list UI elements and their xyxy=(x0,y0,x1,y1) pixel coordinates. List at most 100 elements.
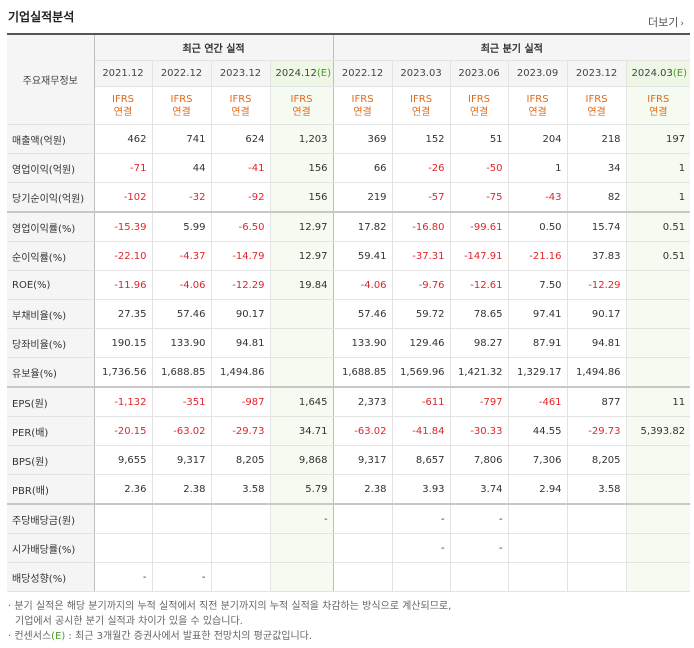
table-cell: -611 xyxy=(391,386,451,417)
table-cell: 152 xyxy=(391,124,451,154)
table-row: ROE(%) -11.96 -4.06 -12.29 19.84 -4.06 -9.76 -1… xyxy=(7,270,691,300)
table-row: 유보율(%) 1,736.56 1,688.85 1,494.86 1,688.85 1,… xyxy=(7,357,691,388)
table-cell: 59.41 xyxy=(332,241,393,271)
period-header: 2024.12(E) xyxy=(269,60,334,87)
period-date: 2023.12 xyxy=(575,68,618,79)
table-cell xyxy=(625,533,691,563)
table-cell: -21.16 xyxy=(507,241,568,271)
table-row: 당좌비율(%) 190.15 133.90 94.81 133.90 129.46 98.2… xyxy=(7,328,691,358)
table-row: 당기순이익(억원) -102 -32 -92 156 219 -57 -75 -43 82 1 xyxy=(7,182,691,213)
standard-header: IFRS 연결 xyxy=(449,86,509,125)
row-label: BPS(원) xyxy=(7,445,95,475)
standard-header: IFRS 연결 xyxy=(625,86,691,125)
row-label: 배당성향(%) xyxy=(7,562,95,592)
table-cell: -63.02 xyxy=(151,416,212,446)
table-cell: 90.17 xyxy=(566,299,627,329)
standard-bottom: 연결 xyxy=(587,106,606,118)
table-cell: 0.51 xyxy=(625,241,691,271)
table-row: EPS(원) -1,132 -351 -987 1,645 2,373 -611 -797 -4… xyxy=(7,386,691,417)
table-cell: 3.58 xyxy=(210,474,271,505)
table-cell xyxy=(269,533,334,563)
table-cell xyxy=(625,445,691,475)
table-cell: 1,645 xyxy=(269,386,334,417)
table-cell: 66 xyxy=(332,153,393,183)
footnote-2-suffix: : 최근 3개월간 증권사에서 발표한 전망치의 평균값입니다. xyxy=(65,631,313,642)
period-date: 2022.12 xyxy=(341,68,384,79)
table-cell xyxy=(151,503,212,534)
corner-header: 주요재무정보 xyxy=(7,33,95,125)
table-cell xyxy=(566,562,627,592)
standard-header: IFRS 연결 xyxy=(566,86,627,125)
table-cell: -16.80 xyxy=(391,211,451,242)
table-cell: -22.10 xyxy=(93,241,153,271)
table-cell xyxy=(269,357,334,388)
row-label: PER(배) xyxy=(7,416,95,446)
period-date: 2023.12 xyxy=(219,68,262,79)
table-cell: -15.39 xyxy=(93,211,153,242)
table-cell: -99.61 xyxy=(449,211,509,242)
table-cell: 1,203 xyxy=(269,124,334,154)
table-row: 시가배당률(%) - - xyxy=(7,533,691,563)
table-cell: -147.91 xyxy=(449,241,509,271)
table-cell: 3.93 xyxy=(391,474,451,505)
table-cell: -12.29 xyxy=(566,270,627,300)
table-cell xyxy=(151,533,212,563)
table-cell xyxy=(625,357,691,388)
table-cell xyxy=(449,562,509,592)
table-cell: 8,205 xyxy=(210,445,271,475)
table-cell: 57.46 xyxy=(332,299,393,329)
table-cell: -75 xyxy=(449,182,509,213)
more-link[interactable]: 더보기 › xyxy=(648,14,684,30)
standard-header: IFRS 연결 xyxy=(269,86,334,125)
table-row: 배당성향(%) - - xyxy=(7,562,691,592)
table-cell xyxy=(332,533,393,563)
table-cell: -351 xyxy=(151,386,212,417)
table-cell: 11 xyxy=(625,386,691,417)
table-cell xyxy=(625,328,691,358)
table-cell: 19.84 xyxy=(269,270,334,300)
table-cell: -41 xyxy=(210,153,271,183)
table-cell: 59.72 xyxy=(391,299,451,329)
table-cell: - xyxy=(391,503,451,534)
table-cell: -12.29 xyxy=(210,270,271,300)
period-date: 2024.03 xyxy=(631,68,673,79)
standard-top: IFRS xyxy=(585,93,608,105)
table-cell: 9,655 xyxy=(93,445,153,475)
table-cell: 78.65 xyxy=(449,299,509,329)
standard-top: IFRS xyxy=(468,93,491,105)
table-cell xyxy=(566,533,627,563)
table-cell: 2.36 xyxy=(93,474,153,505)
table-cell: 1,329.17 xyxy=(507,357,568,388)
standard-header: IFRS 연결 xyxy=(507,86,568,125)
table-cell xyxy=(210,533,271,563)
table-cell: 133.90 xyxy=(332,328,393,358)
footnotes: · 분기 실적은 해당 분기까지의 누적 실적에서 직전 분기까지의 누적 실적… xyxy=(8,599,451,644)
table-cell: 9,317 xyxy=(332,445,393,475)
row-label: 주당배당금(원) xyxy=(7,503,95,534)
period-header: 2024.03(E) xyxy=(625,60,691,87)
table-cell xyxy=(269,328,334,358)
table-cell: 1 xyxy=(625,153,691,183)
standard-top: IFRS xyxy=(410,93,433,105)
table-cell: 2.38 xyxy=(151,474,212,505)
table-cell: -14.79 xyxy=(210,241,271,271)
table-cell: 98.27 xyxy=(449,328,509,358)
period-date: 2023.03 xyxy=(400,68,442,79)
standard-bottom: 연결 xyxy=(353,106,372,118)
table-cell: 2.94 xyxy=(507,474,568,505)
table-cell: -987 xyxy=(210,386,271,417)
table-cell: 204 xyxy=(507,124,568,154)
standard-header: IFRS 연결 xyxy=(210,86,271,125)
standard-top: IFRS xyxy=(112,93,134,105)
period-header: 2023.12 xyxy=(210,60,271,87)
table-cell: 2,373 xyxy=(332,386,393,417)
period-header: 2021.12 xyxy=(94,60,153,87)
table-cell: -797 xyxy=(449,386,509,417)
table-cell: 0.51 xyxy=(625,211,691,242)
table-cell: 17.82 xyxy=(332,211,393,242)
table-cell: 3.74 xyxy=(449,474,509,505)
standard-top: IFRS xyxy=(351,93,374,105)
table-cell: 51 xyxy=(449,124,509,154)
quarterly-group-header: 최근 분기 실적 xyxy=(332,33,691,61)
estimate-mark: (E) xyxy=(316,68,331,79)
